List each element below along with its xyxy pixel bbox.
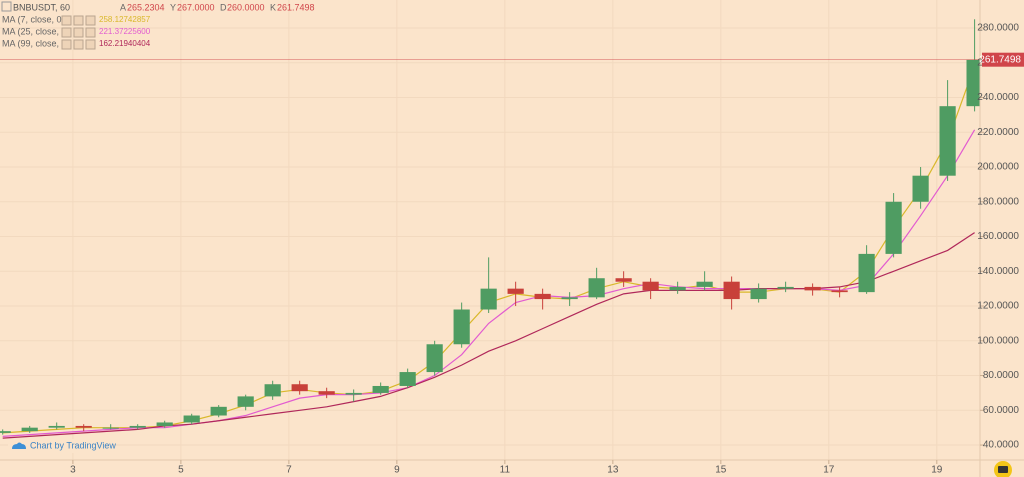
candle-body: [966, 59, 980, 107]
ohlc-value: 265.2304: [127, 2, 165, 12]
grid: [0, 0, 980, 460]
ma-legend-value: 162.21940404: [99, 39, 151, 48]
axes: 40.0000 60.0000 80.0000 100.0000 120.0000 140…: [70, 23, 1024, 476]
candle-body: [372, 385, 389, 393]
ma-legend-value: 221.37225600: [99, 27, 151, 36]
ohlc-value: 260.0000: [227, 2, 265, 12]
candle-body: [534, 293, 551, 300]
candle-body: [831, 290, 848, 293]
ohlc-label: D: [220, 2, 227, 12]
candle-body: [399, 372, 416, 386]
candle-body: [291, 384, 308, 392]
ma-legend-button[interactable]: [85, 39, 96, 50]
candle-body: [345, 392, 362, 395]
y-tick-label: 220.0000: [977, 127, 1019, 138]
tradingview-logo[interactable]: Chart by TradingView: [8, 439, 116, 453]
ma-legend-name: MA (7, close, 0): [2, 14, 65, 24]
symbol-icon[interactable]: [1, 1, 12, 12]
ma-legend-name: MA (99, close, 0): [2, 38, 70, 48]
candle-body: [588, 278, 605, 298]
y-tick-label: 280.0000: [977, 23, 1019, 34]
y-tick-label: 120.0000: [977, 301, 1019, 312]
candle-body: [210, 406, 227, 416]
candle-body: [48, 425, 65, 428]
plot-area: [0, 19, 980, 439]
ma-legend-button[interactable]: [61, 39, 72, 50]
last-price-tag: [982, 52, 1024, 67]
y-tick-label: 140.0000: [977, 266, 1019, 277]
ma-legend-button[interactable]: [73, 27, 84, 38]
x-tick-label: 11: [500, 465, 511, 476]
ma-legend-name: MA (25, close, 0): [2, 26, 70, 36]
candle-body: [129, 425, 146, 428]
logo-icon: [12, 442, 26, 449]
y-tick-label: 40.0000: [983, 440, 1020, 451]
candle-body: [21, 427, 38, 432]
legend-header: BNBUSDT, 60 MA (7, close, 0) 258.12742857…: [1, 1, 315, 50]
y-tick-label: 240.0000: [977, 92, 1019, 103]
symbol-title: BNBUSDT, 60: [13, 2, 70, 12]
y-tick-label: 160.0000: [977, 231, 1019, 242]
ohlc-label: K: [270, 2, 276, 12]
candle-body: [912, 175, 929, 202]
last-price-label: 261.7498: [979, 54, 1021, 65]
candle-body: [642, 281, 659, 291]
ohlc-value: 267.0000: [177, 2, 215, 12]
x-tick-label: 13: [607, 465, 619, 476]
x-tick-label: 5: [178, 465, 184, 476]
candle-body: [615, 278, 632, 282]
ma-legend-button[interactable]: [73, 15, 84, 26]
y-tick-label: 60.0000: [983, 405, 1020, 416]
candle-body: [750, 288, 767, 300]
candle-body: [939, 106, 956, 176]
ma-legend-button[interactable]: [85, 15, 96, 26]
x-tick-label: 9: [394, 465, 400, 476]
candle-body: [318, 391, 335, 395]
candle-body: [669, 286, 686, 291]
candle-body: [804, 286, 821, 291]
ma-legend-button[interactable]: [61, 27, 72, 38]
ohlc-label: Y: [170, 2, 176, 12]
candle-body: [426, 344, 443, 373]
ohlc-label: A: [120, 2, 126, 12]
x-tick-label: 19: [931, 465, 943, 476]
attribution: Chart by TradingView: [30, 440, 116, 450]
candle-body: [480, 288, 497, 310]
candle-body: [858, 253, 875, 293]
ohlc-value: 261.7498: [277, 2, 315, 12]
y-tick-label: 100.0000: [977, 335, 1019, 346]
x-tick-label: 7: [286, 465, 292, 476]
candle-body: [75, 425, 92, 428]
y-tick-label: 180.0000: [977, 196, 1019, 207]
chat-icon: [998, 466, 1008, 473]
logo-bg: [8, 439, 112, 453]
candle-body: [453, 309, 470, 345]
candle-body: [183, 415, 200, 423]
candle-body: [237, 396, 254, 407]
x-tick-label: 17: [823, 465, 835, 476]
candle-body: [102, 427, 119, 429]
y-tick-label: 80.0000: [983, 370, 1020, 381]
candle-body: [507, 288, 524, 294]
candle-body: [696, 281, 713, 287]
ma-legend-button[interactable]: [61, 15, 72, 26]
chat-button[interactable]: [994, 461, 1012, 477]
candle-body: [0, 431, 11, 433]
candle-body: [885, 201, 902, 254]
ma-legend-button[interactable]: [85, 27, 96, 38]
candle-body: [777, 286, 794, 289]
y-tick-label: 200.0000: [977, 162, 1019, 173]
x-tick-label: 15: [715, 465, 727, 476]
ma-legend-button[interactable]: [73, 39, 84, 50]
candle-body: [156, 422, 173, 426]
candle-body: [723, 281, 740, 300]
ma-legend-value: 258.12742857: [99, 15, 151, 24]
candle-body: [561, 297, 578, 300]
candle-body: [264, 384, 281, 397]
x-tick-label: 3: [70, 465, 76, 476]
